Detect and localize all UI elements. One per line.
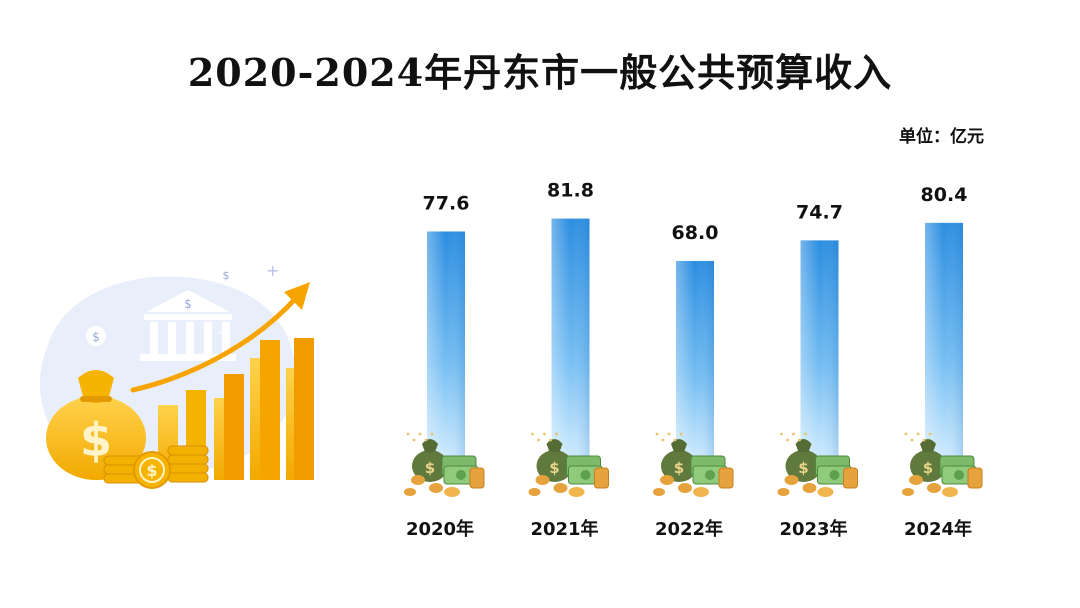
finance-illustration: $ $ $ + + $ $	[39, 261, 314, 489]
plus-icon: +	[218, 323, 231, 342]
growth-arrow	[130, 295, 299, 393]
bar-shading	[800, 240, 839, 470]
bar-shading	[676, 260, 714, 470]
money-cluster-icon: $	[404, 432, 485, 497]
x-tick-label: 2021年	[530, 518, 598, 540]
bank-icon: $	[140, 290, 236, 361]
svg-text:$: $	[674, 459, 684, 477]
svg-text:$: $	[549, 459, 559, 477]
svg-text:$: $	[923, 459, 933, 477]
svg-text:$: $	[184, 297, 192, 311]
dollar-icon: $	[86, 326, 106, 346]
x-tick-label: 2022年	[655, 518, 723, 540]
svg-text:$: $	[425, 459, 435, 477]
x-tick-label: 2023年	[779, 518, 847, 540]
dollar-icon: $	[217, 265, 235, 283]
money-cluster-icon: $	[528, 432, 609, 497]
svg-text:$: $	[798, 459, 808, 477]
bar-shading	[427, 231, 465, 470]
money-cluster-icon: $	[902, 432, 983, 497]
money-cluster-icon: $	[777, 432, 858, 497]
chart-title: 2020-2024年丹东市一般公共预算收入	[187, 50, 893, 95]
plus-icon: +	[266, 261, 279, 280]
data-label: 68.0	[672, 222, 719, 244]
x-tick-label: 2020年	[406, 518, 474, 540]
growth-bars	[158, 338, 314, 480]
svg-text:$: $	[92, 330, 100, 344]
data-label: 80.4	[921, 184, 968, 206]
data-label: 74.7	[796, 201, 843, 223]
data-label: 77.6	[423, 192, 470, 214]
svg-text:$: $	[146, 461, 157, 480]
x-tick-label: 2024年	[904, 518, 972, 540]
money-cluster-icon: $	[653, 432, 734, 497]
coin-icon: $	[133, 451, 171, 489]
bar-shading	[551, 218, 590, 470]
svg-text:$: $	[223, 269, 230, 282]
arrow-head	[284, 282, 310, 310]
data-label: 81.8	[547, 180, 594, 202]
unit-label: 单位：亿元	[899, 127, 984, 147]
money-bag-icon: $	[46, 370, 146, 480]
bar-shading	[925, 222, 963, 470]
